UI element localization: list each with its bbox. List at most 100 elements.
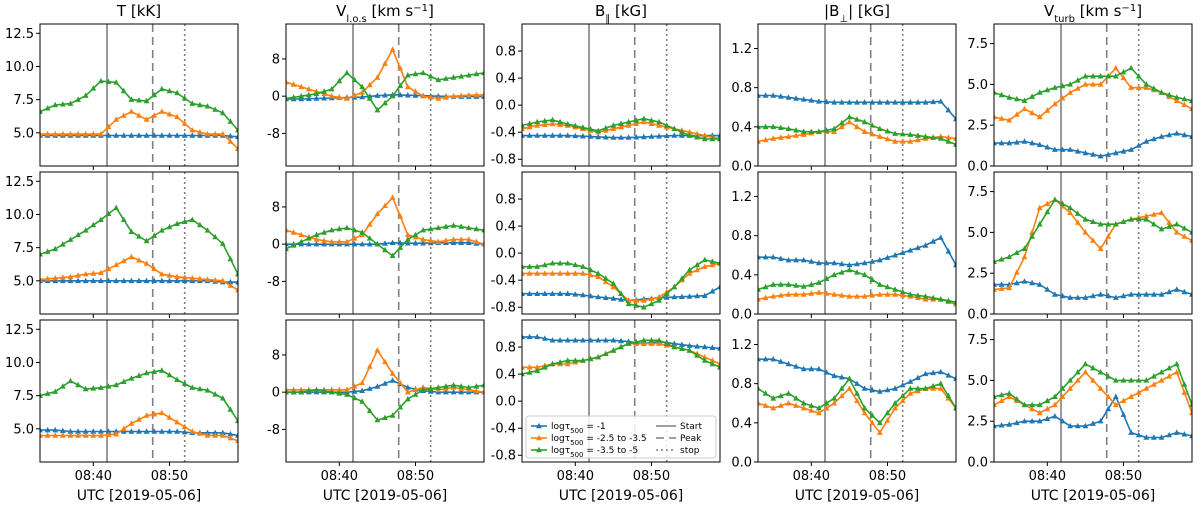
data-point [1090,73,1096,79]
data-point [816,128,822,134]
data-point [1059,385,1066,391]
panel-r2-c4: 0.0 0.4 0.8 1.2 [731,171,957,323]
data-point [884,291,891,297]
data-point [1082,294,1089,300]
data-point [1158,133,1165,139]
data-point [405,83,411,90]
data-point [1189,133,1192,139]
data-point [1128,377,1134,383]
data-point [1067,422,1073,429]
data-point [1036,204,1043,211]
panel-title-4: |B⊥| [kG] [824,2,890,25]
data-point [618,296,624,302]
data-point [945,372,952,378]
data-point [306,241,312,247]
data-point [1067,294,1073,300]
data-point [838,385,845,391]
data-point [831,125,837,131]
data-point [473,238,480,245]
data-point [1173,130,1180,136]
data-point [67,236,74,242]
data-point [465,236,472,242]
data-point [159,85,165,92]
data-point [694,352,700,358]
data-point [572,132,579,139]
data-point [174,376,180,382]
panel-r3-c3: -0.8 -0.4 0.0 0.4 0.8 08:40 08:50 UTC [2019-05-… [491,319,721,504]
data-point [800,283,807,289]
data-point [443,94,449,100]
data-point [44,130,51,137]
data-point [120,425,127,432]
y-tick-label: 0.4 [731,416,752,431]
data-point [1105,221,1112,227]
data-point [694,343,700,349]
data-point [166,428,173,434]
data-point [212,277,218,283]
data-point [1120,397,1127,403]
data-point [189,127,196,133]
y-tick-label: -0.4 [491,126,516,141]
x-tick-label: 08:40 [557,469,594,484]
data-point [113,381,119,388]
data-point [907,138,914,144]
data-point [1014,419,1020,426]
data-point [359,379,365,386]
data-point [907,385,914,391]
data-point [351,76,358,83]
data-point [522,333,525,340]
data-point [542,261,548,268]
data-point [328,86,335,92]
data-point [580,133,586,139]
y-tick-label: 0.4 [495,72,516,87]
data-point [113,430,119,437]
data-point [1135,377,1142,383]
data-point [235,271,238,277]
data-point [90,277,97,284]
data-point [1029,139,1035,146]
data-point [174,419,180,425]
panel-frame [993,319,1193,463]
data-point [1113,221,1119,227]
data-point [580,337,586,343]
data-point [1036,418,1043,424]
data-point [1158,225,1165,232]
data-point [189,275,196,281]
data-point [181,380,188,386]
data-point [618,290,624,296]
data-point [633,120,640,126]
data-point [128,228,135,234]
data-point [854,269,860,275]
y-tick-label: 0.4 [495,368,516,383]
data-point [564,132,571,138]
data-point [1158,434,1165,440]
data-point [762,123,769,130]
data-point [526,120,533,126]
data-point [618,123,624,130]
data-point [212,432,218,438]
data-point [800,256,807,263]
data-point [405,384,411,390]
data-point [671,125,678,131]
data-point [412,391,419,397]
data-point [1090,151,1096,157]
data-point [366,363,373,369]
data-point [557,359,563,365]
data-point [1082,360,1089,367]
data-point [953,115,956,122]
data-point [128,132,135,138]
data-point [1128,291,1134,297]
data-point [435,95,442,101]
data-point [481,93,484,99]
data-point [174,428,180,434]
y-tick-label: 5.0 [967,226,988,241]
data-point [359,229,365,235]
data-point [526,263,533,269]
data-point [641,133,647,140]
data-point [937,234,944,240]
data-point [625,122,632,128]
data-point [405,92,411,98]
data-point [351,394,358,401]
data-point [587,266,594,273]
data-point [838,269,845,275]
